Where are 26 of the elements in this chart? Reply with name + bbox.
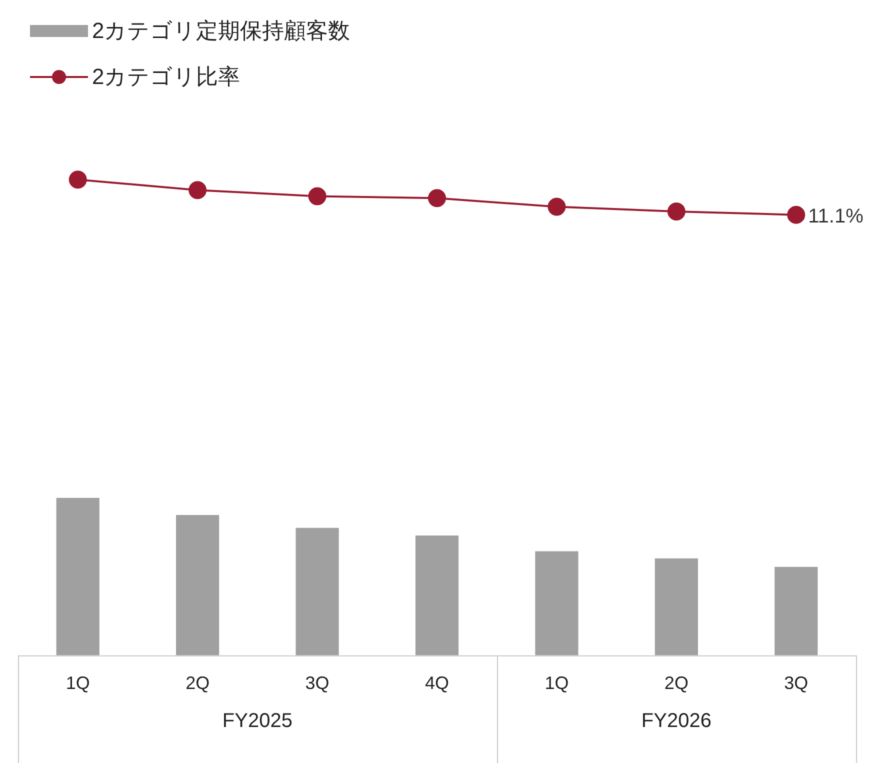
legend-label: 2カテゴリ比率 bbox=[92, 63, 240, 91]
point bbox=[787, 206, 806, 224]
text: FY2025 bbox=[222, 710, 292, 732]
x-tick-label: 3Q bbox=[784, 673, 808, 694]
bar bbox=[56, 498, 100, 656]
bar bbox=[774, 566, 818, 656]
point bbox=[68, 170, 87, 189]
bar bbox=[654, 558, 698, 656]
x-tick-label: 2Q bbox=[664, 673, 688, 694]
bar bbox=[535, 551, 578, 656]
bar bbox=[415, 536, 459, 656]
x-tick-label: 2Q bbox=[186, 673, 210, 694]
bar bbox=[176, 515, 220, 656]
bar bbox=[296, 528, 339, 656]
x-tick-label: 1Q bbox=[66, 673, 90, 694]
x-tick-label: 4Q bbox=[424, 673, 450, 694]
point bbox=[428, 189, 446, 208]
point bbox=[548, 198, 566, 216]
annotation: 11.1% bbox=[808, 205, 864, 228]
point bbox=[308, 187, 326, 206]
legend-label: 2カテゴリ定期保持顧客数 bbox=[92, 17, 350, 45]
point bbox=[667, 202, 686, 220]
x-tick-label: 1Q bbox=[544, 673, 569, 694]
point bbox=[188, 181, 207, 200]
x-tick-label: 3Q bbox=[305, 673, 330, 694]
text: FY2026 bbox=[641, 710, 712, 732]
